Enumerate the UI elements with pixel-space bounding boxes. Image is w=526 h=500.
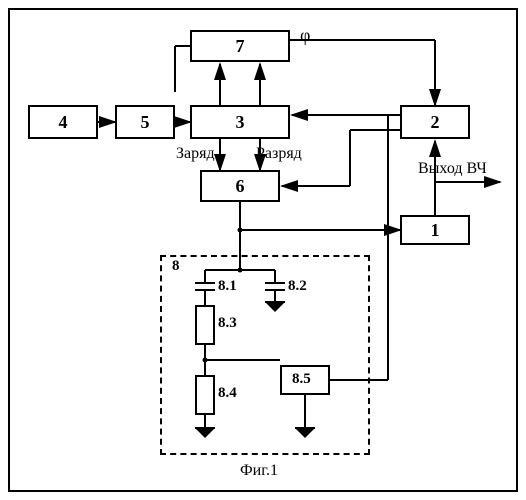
- wiring-svg: [0, 0, 526, 500]
